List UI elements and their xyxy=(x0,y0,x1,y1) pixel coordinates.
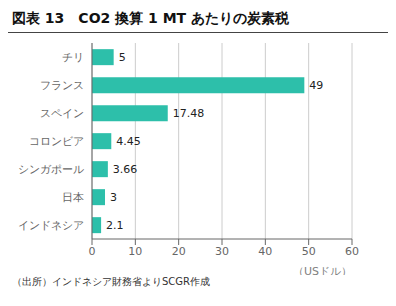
svg-text:40: 40 xyxy=(258,245,272,258)
svg-text:フランス: フランス xyxy=(40,79,84,92)
html-text:図表 13 CO2 換算 1 MT あたりの炭素税: 図表 13 CO2 換算 1 MT あたりの炭素税 xyxy=(12,10,289,26)
svg-text:10: 10 xyxy=(128,245,142,258)
svg-text:コロンビア: コロンビア xyxy=(29,135,84,148)
svg-text:4.45: 4.45 xyxy=(116,135,140,148)
svg-text:49: 49 xyxy=(309,79,323,92)
svg-text:インドネシア: インドネシア xyxy=(18,219,84,232)
svg-text:30: 30 xyxy=(215,245,229,258)
svg-text:日本: 日本 xyxy=(62,191,84,204)
svg-text:0: 0 xyxy=(89,245,96,258)
svg-text:60: 60 xyxy=(345,245,359,258)
html-text:（出所）インドネシア財務省よりSCGR作成: （出所）インドネシア財務省よりSCGR作成 xyxy=(12,276,210,287)
svg-text:2.1: 2.1 xyxy=(106,219,124,232)
svg-text:3: 3 xyxy=(110,191,117,204)
svg-text:20: 20 xyxy=(172,245,186,258)
svg-text:（USドル）: （USドル） xyxy=(293,265,352,275)
svg-text:スペイン: スペイン xyxy=(40,107,84,120)
svg-text:シンガポール: シンガポール xyxy=(18,163,84,176)
svg-text:5: 5 xyxy=(119,51,126,64)
svg-text:チリ: チリ xyxy=(62,51,84,64)
svg-text:50: 50 xyxy=(302,245,316,258)
svg-text:3.66: 3.66 xyxy=(113,163,138,176)
svg-text:17.48: 17.48 xyxy=(173,107,205,120)
